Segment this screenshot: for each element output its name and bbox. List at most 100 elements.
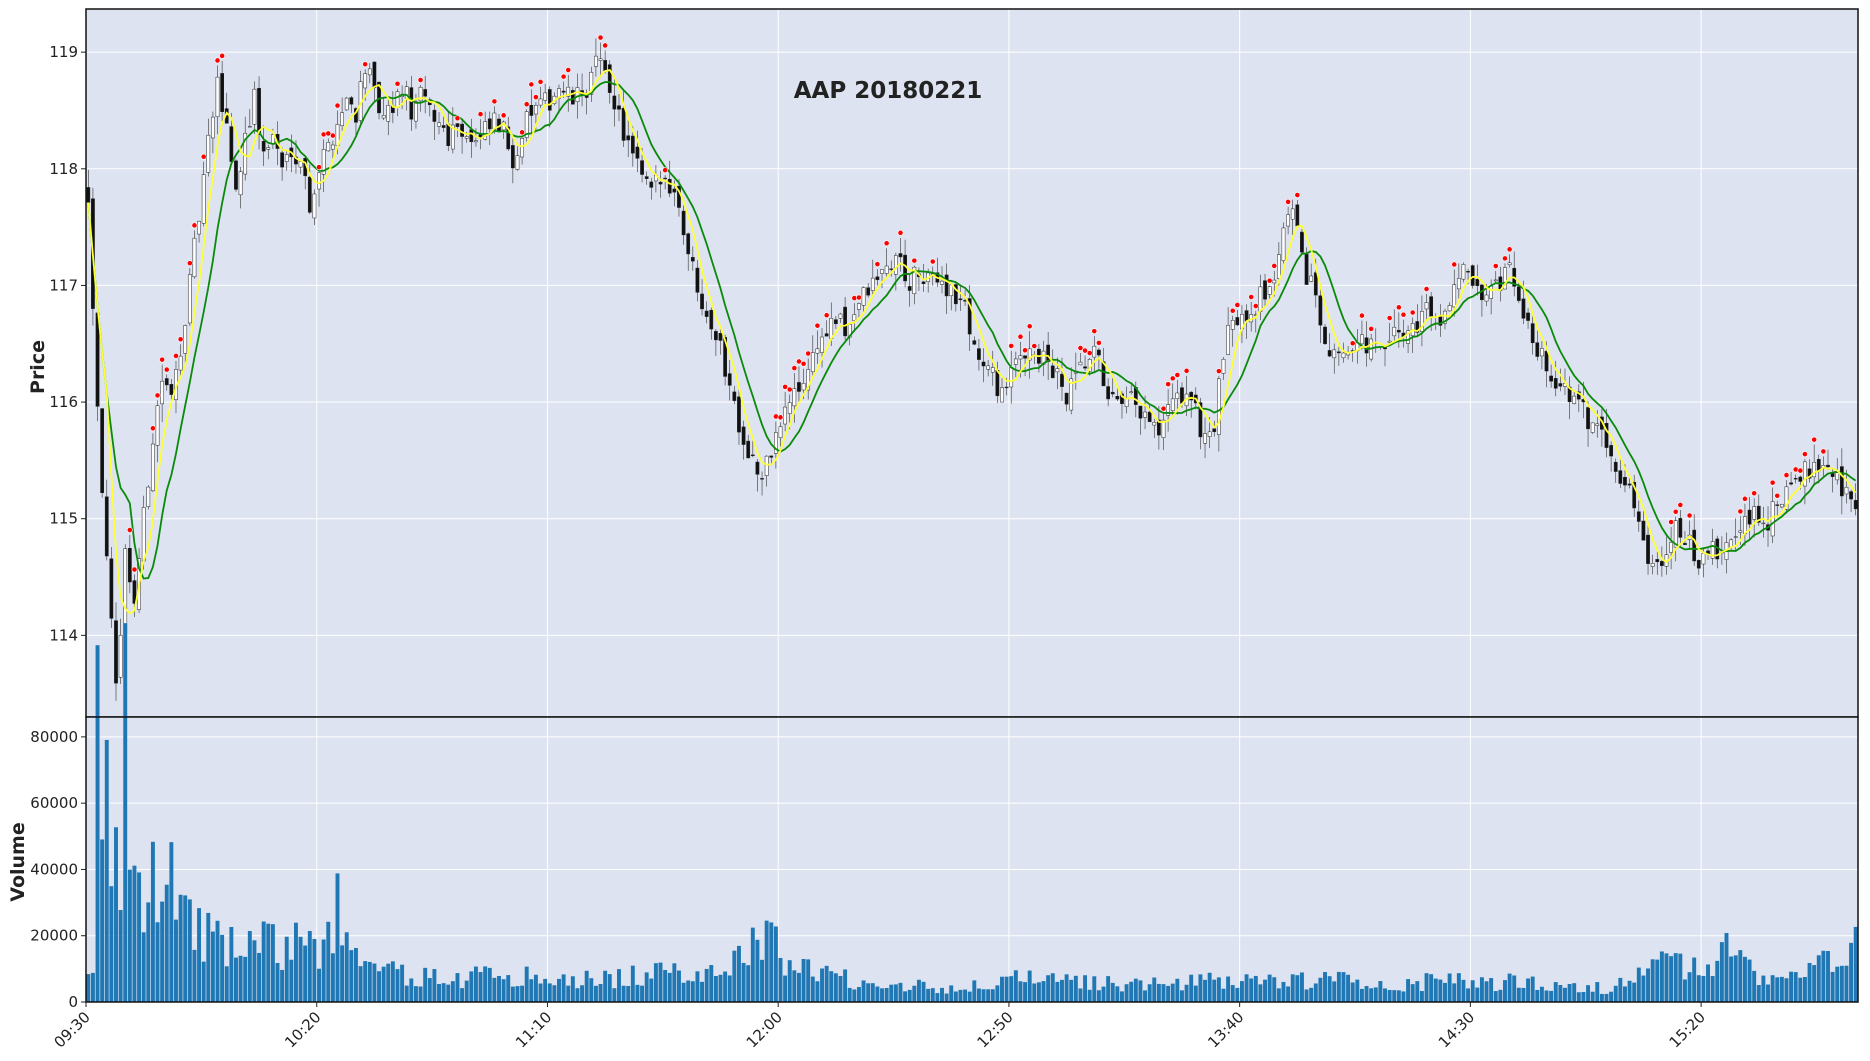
candle-body <box>695 267 700 293</box>
candle-body <box>1660 561 1664 566</box>
candle-body <box>234 160 238 190</box>
volume-bar <box>547 983 552 1002</box>
volume-bar <box>1710 976 1715 1002</box>
volume-bar <box>206 912 211 1002</box>
candle-body <box>1124 398 1129 407</box>
candle-body <box>681 210 686 236</box>
volume-bar <box>1239 981 1244 1002</box>
volume-bar <box>1060 979 1064 1002</box>
volume-bar <box>141 932 146 1002</box>
volume-bar <box>1599 993 1604 1002</box>
volume-bar <box>1212 979 1217 1002</box>
signal-marker <box>417 77 424 83</box>
volume-bar <box>1456 973 1461 1002</box>
volume-bar <box>1493 991 1498 1002</box>
candle-body <box>1789 482 1793 485</box>
candle-body <box>104 496 109 557</box>
signal-marker <box>186 260 193 267</box>
volume-bar <box>861 980 866 1002</box>
candle-body <box>1595 423 1600 426</box>
volume-bar <box>229 927 234 1002</box>
volume-bar <box>1475 987 1480 1002</box>
volume-bar <box>1101 986 1106 1002</box>
volume-bar <box>1180 990 1184 1002</box>
candle-body <box>1396 329 1401 333</box>
candle-body <box>1475 279 1480 286</box>
candle-body <box>1489 285 1494 299</box>
candle-body <box>1175 392 1180 400</box>
volume-bar <box>478 972 483 1002</box>
candle-body <box>520 138 524 158</box>
volume-bar <box>1738 950 1743 1002</box>
volume-bar <box>783 975 788 1002</box>
volume-bar <box>501 979 506 1002</box>
volume-bar <box>981 989 986 1002</box>
volume-bar <box>220 934 225 1002</box>
volume-bar <box>1641 975 1646 1002</box>
volume-bar <box>1290 974 1295 1002</box>
x-tick-label: 14:30 <box>1435 1008 1478 1051</box>
volume-bar <box>307 931 312 1002</box>
candle-body <box>1157 419 1161 436</box>
signal-marker <box>159 356 166 363</box>
volume-bar <box>1558 985 1563 1002</box>
candle-body <box>543 92 548 101</box>
volume-bar <box>386 963 391 1002</box>
volume-bar <box>1415 981 1420 1002</box>
volume-bar <box>1503 980 1507 1002</box>
signal-marker <box>560 73 567 80</box>
candle-body <box>1129 391 1134 394</box>
candle-body <box>1696 560 1701 569</box>
candle-body <box>1406 330 1410 344</box>
candle-body <box>1636 511 1641 522</box>
volume-bar <box>953 991 958 1002</box>
candle-body <box>169 384 174 395</box>
candle-body <box>340 112 344 126</box>
candle-body <box>109 558 114 619</box>
volume-bar <box>298 936 303 1002</box>
candle-body <box>1097 349 1101 356</box>
volume-bar <box>1659 951 1664 1002</box>
volume-bar <box>727 975 732 1002</box>
volume-bar <box>875 986 880 1002</box>
candle-body <box>201 174 206 224</box>
price-y-tick-label: 119 <box>49 43 78 61</box>
volume-bar <box>1096 990 1101 1002</box>
volume-bar <box>1032 983 1037 1002</box>
candle-body <box>460 123 464 137</box>
volume-bar <box>1346 974 1351 1002</box>
volume-bar <box>1729 956 1734 1002</box>
signal-marker <box>772 413 779 420</box>
volume-bar <box>649 978 654 1002</box>
volume-bar <box>109 886 114 1002</box>
volume-bar <box>1198 974 1203 1002</box>
volume-bar <box>174 919 178 1002</box>
candle-body <box>1493 279 1498 282</box>
volume-bar <box>1798 977 1803 1002</box>
signal-marker <box>394 80 401 87</box>
candle-body <box>792 388 797 407</box>
volume-bar <box>515 986 520 1002</box>
candle-body <box>151 443 155 492</box>
signal-marker <box>1400 311 1407 318</box>
candle-body <box>1558 383 1563 387</box>
volume-bar <box>1364 986 1369 1002</box>
candle-body <box>280 152 284 168</box>
volume-bar <box>1350 982 1355 1002</box>
candle-body <box>326 142 331 152</box>
candle-body <box>732 391 737 401</box>
candle-body <box>1309 275 1314 282</box>
volume-bar <box>566 985 571 1002</box>
candle-body <box>1115 395 1120 400</box>
candle-body <box>686 233 691 255</box>
volume-bar <box>127 869 132 1002</box>
candle-body <box>164 378 169 386</box>
volume-bar <box>533 974 538 1002</box>
candle-body <box>372 61 377 88</box>
volume-bar <box>261 921 266 1002</box>
volume-bar <box>1678 953 1683 1002</box>
candle-body <box>1793 478 1798 480</box>
chart-title: AAP 20180221 <box>794 78 983 104</box>
candle-body <box>755 461 760 475</box>
candle-body <box>718 333 723 341</box>
